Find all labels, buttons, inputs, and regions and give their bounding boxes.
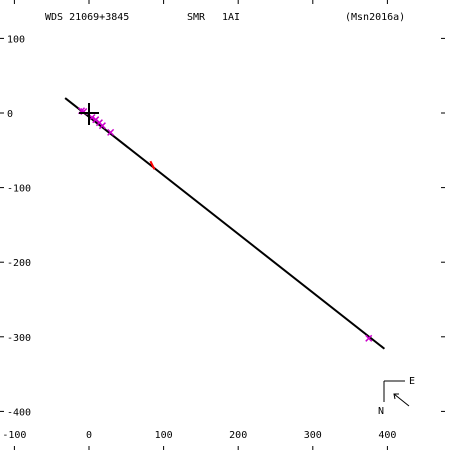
y-tick-label: -400 bbox=[7, 407, 31, 418]
x-tick-label: -100 bbox=[2, 430, 26, 441]
motion-arrow-head bbox=[393, 393, 399, 400]
y-tick-label: -300 bbox=[7, 333, 31, 344]
compass-north-label: N bbox=[378, 406, 384, 417]
y-tick-label: -200 bbox=[7, 258, 31, 269]
observation-marker bbox=[107, 128, 115, 136]
compass-east-label: E bbox=[409, 376, 415, 387]
x-tick-label: 400 bbox=[378, 430, 396, 441]
x-tick-label: 0 bbox=[86, 430, 92, 441]
orbit-path bbox=[64, 97, 386, 350]
x-tick-label: 200 bbox=[229, 430, 247, 441]
object-id-label: WDS 21069+3845 bbox=[45, 12, 129, 23]
motion-arrow-shaft bbox=[393, 393, 410, 407]
observation-marker bbox=[92, 116, 100, 124]
system-type-label: SMR bbox=[187, 12, 206, 23]
orbit-line bbox=[64, 97, 386, 350]
x-tick-label: 300 bbox=[304, 430, 322, 441]
y-tick-label: 0 bbox=[7, 109, 13, 120]
residual-marker bbox=[149, 160, 156, 170]
observation-marker bbox=[98, 122, 106, 130]
primary-star-cross bbox=[79, 103, 99, 125]
reference-label: (Msn2016a) bbox=[345, 12, 405, 23]
orbit-code-label: 1AI bbox=[222, 12, 240, 23]
y-tick-label: 100 bbox=[7, 34, 25, 45]
compass: E N bbox=[378, 376, 415, 417]
x-tick-label: 100 bbox=[155, 430, 173, 441]
observation-marker bbox=[365, 334, 373, 342]
y-tick-label: -100 bbox=[7, 184, 31, 195]
